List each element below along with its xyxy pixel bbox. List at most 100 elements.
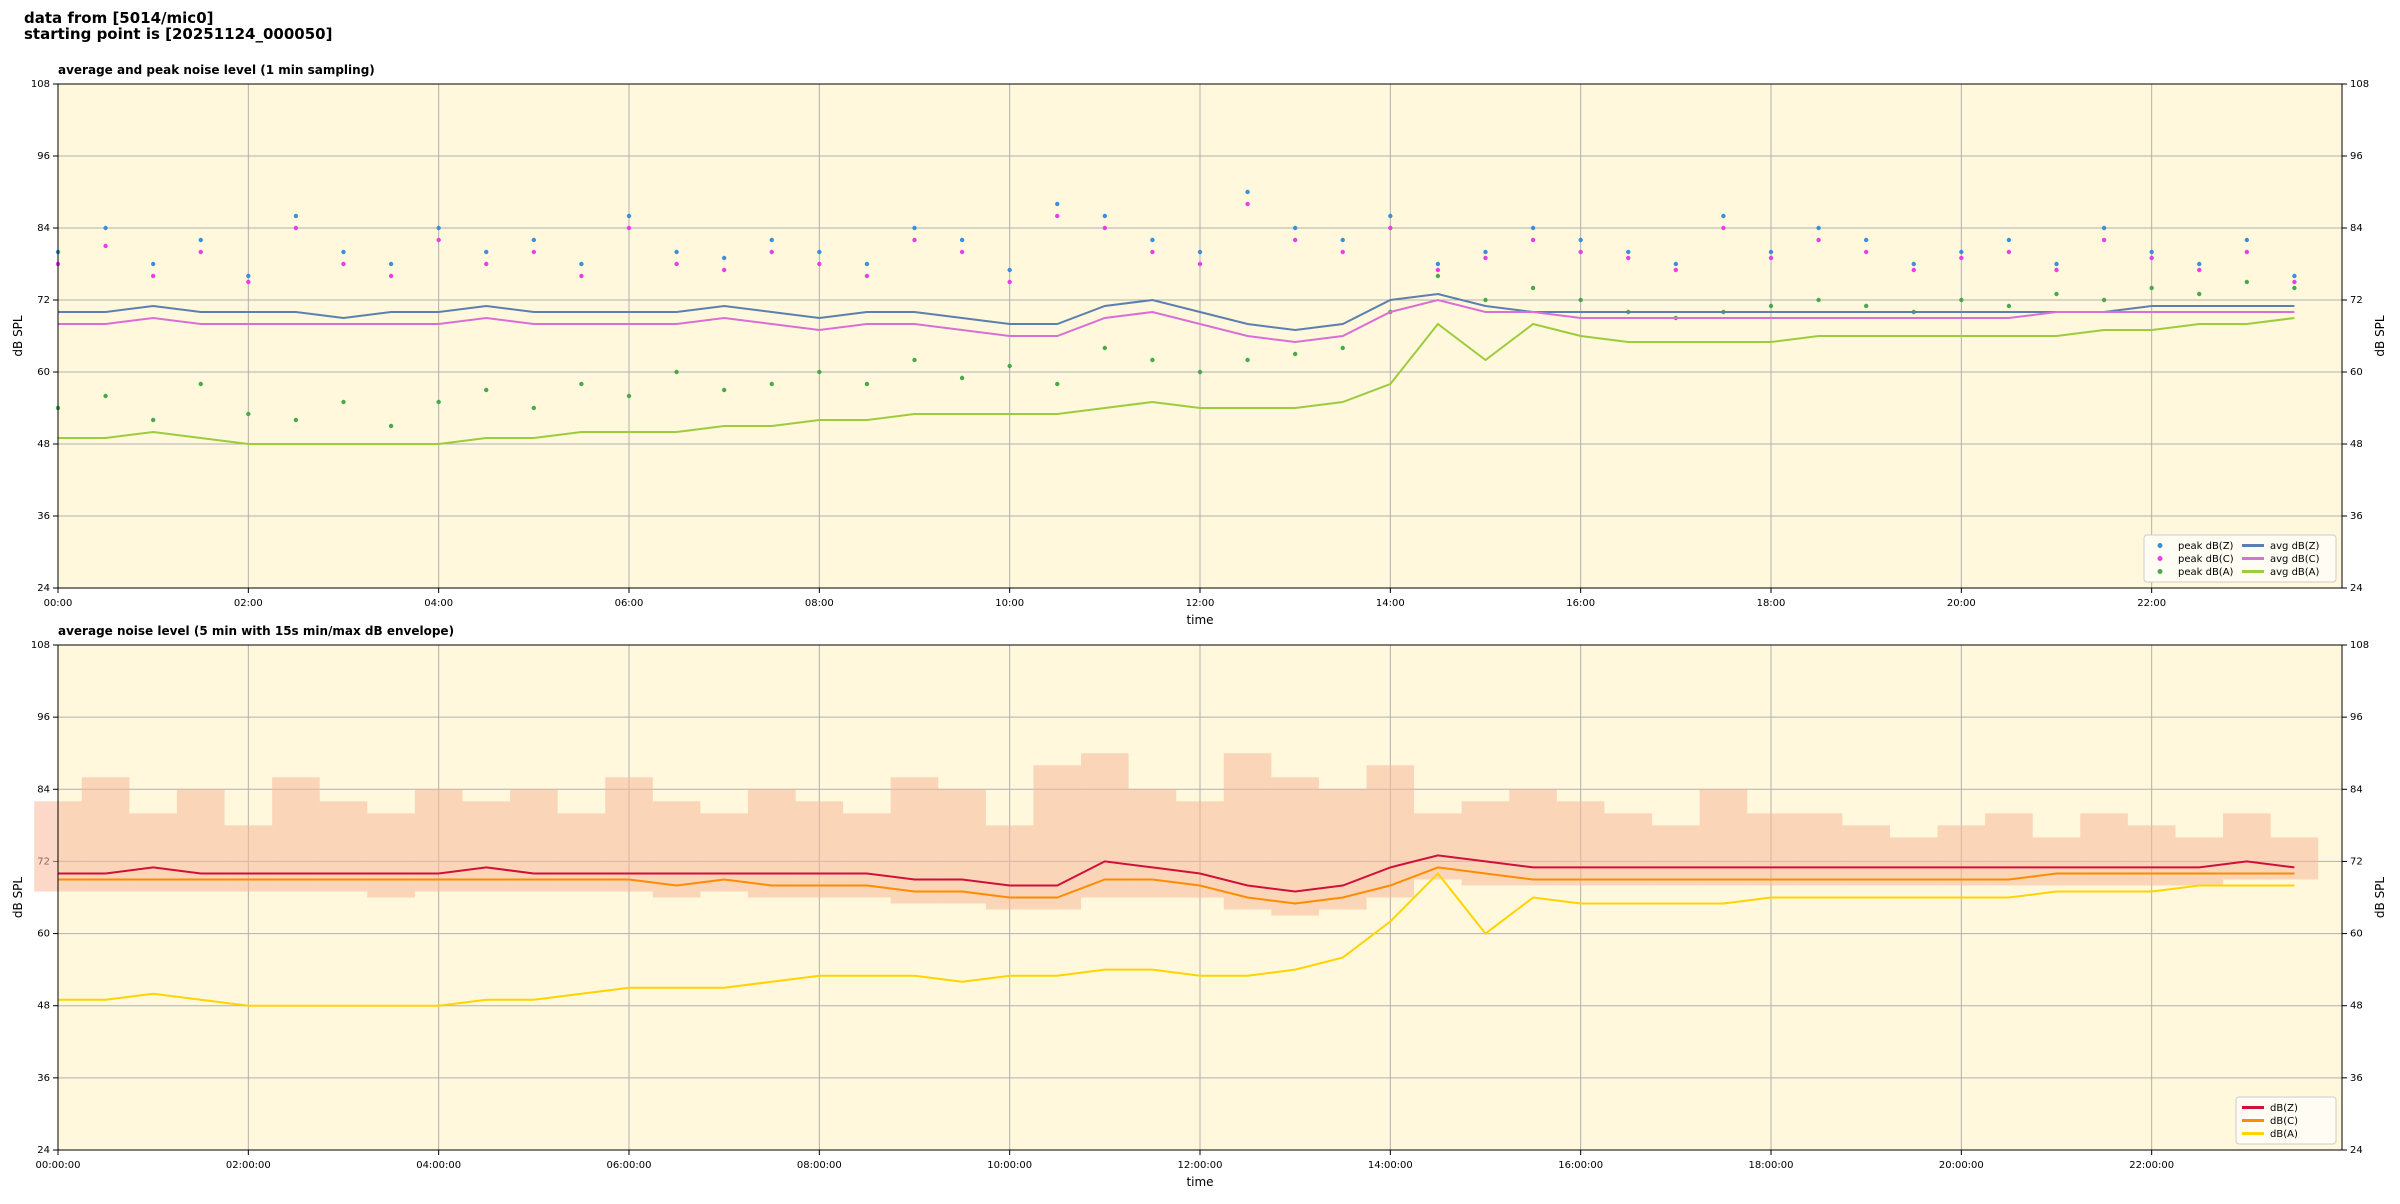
peak-point [1435,273,1441,279]
peak-point [864,261,870,267]
peak-point [1055,201,1060,207]
x-tick-label: 22:00 [2137,598,2166,609]
envelope-band [319,801,368,892]
peak-point [150,417,156,423]
y-tick-label: 24 [2350,1145,2363,1156]
peak-point [2054,291,2059,297]
x-tick-label: 16:00:00 [1558,1160,1603,1171]
peak-point [1626,249,1631,255]
x-axis-label: time [1186,1175,1213,1189]
x-tick-label: 14:00:00 [1368,1160,1413,1171]
envelope-band [1937,825,1986,886]
peak-point [2054,261,2059,267]
chart-title: average noise level (5 min with 15s min/… [58,624,454,638]
peak-point [2292,285,2297,291]
y-tick-label: 84 [37,223,50,234]
envelope-band [1747,813,1795,886]
peak-point [198,381,203,387]
peak-point [1435,267,1441,273]
legend-label: peak dB(Z) [2178,541,2234,552]
y-tick-label: 48 [37,439,50,450]
peak-point [1150,249,1155,255]
x-axis-label: time [1186,613,1213,627]
peak-point [2244,249,2250,255]
peak-point [1292,225,1298,231]
y-tick-label: 36 [37,1073,50,1084]
peak-point [103,393,108,399]
legend-marker [2157,543,2163,548]
x-tick-label: 08:00:00 [797,1160,842,1171]
envelope-band [843,813,891,898]
y-tick-label: 108 [31,79,50,90]
x-tick-label: 04:00:00 [416,1160,461,1171]
y-tick-label: 108 [2350,640,2369,651]
peak-point [1292,237,1298,243]
figure-title: starting point is [20251124_000050] [24,25,332,43]
y-axis-label: dB SPL [2373,315,2387,357]
plot-frame [57,644,2343,1151]
y-tick-label: 84 [2350,223,2363,234]
peak-point [1007,363,1012,369]
y-tick-label: 108 [2350,79,2369,90]
peak-point [817,261,822,267]
series-line [58,317,2295,445]
envelope-band [1652,825,1700,886]
y-axis-label: dB SPL [11,315,25,357]
peak-point [1055,213,1060,219]
peak-point [2101,237,2107,243]
envelope-band [1556,801,1605,886]
peak-point [388,273,394,279]
peak-point [1007,267,1012,273]
peak-point [1863,303,1869,309]
envelope-band [224,825,273,892]
x-tick-label: 06:00 [615,598,644,609]
y-tick-label: 96 [2350,712,2363,723]
peak-point [531,405,537,411]
envelope-band [2032,837,2081,886]
envelope-band [890,777,939,904]
peak-point [817,369,822,375]
peak-point [959,375,965,381]
peak-point [246,273,251,279]
envelope-band [414,789,463,892]
peak-point [388,423,394,429]
peak-point [626,225,632,231]
peak-point [1292,351,1298,357]
peak-point [1483,297,1488,303]
peak-point [1340,237,1345,243]
plot-frame [57,83,2343,589]
peak-point [1721,225,1726,231]
peak-point [1102,225,1108,231]
series-line [58,298,2295,344]
y-axis-label: dB SPL [11,877,25,919]
y-tick-label: 84 [37,784,50,795]
peak-point [341,261,346,267]
y-tick-label: 36 [2350,511,2363,522]
peak-point [1530,285,1536,291]
legend-label: peak dB(C) [2178,554,2234,565]
envelope-band [938,789,986,904]
peak-point [2101,297,2107,303]
x-tick-label: 12:00:00 [1178,1160,1223,1171]
y-tick-label: 60 [37,367,50,378]
peak-point [341,249,346,255]
legend-marker [2157,569,2163,574]
x-tick-label: 16:00 [1566,598,1595,609]
y-tick-label: 60 [37,929,50,940]
peak-point [103,243,108,249]
peak-point [293,225,299,231]
envelope-band [700,813,748,892]
y-tick-label: 48 [2350,439,2363,450]
envelope-band [1604,813,1653,886]
peak-point [579,273,584,279]
peak-point [1245,201,1250,207]
y-tick-label: 36 [2350,1073,2363,1084]
peak-point [1911,267,1916,273]
peak-point [1959,249,1964,255]
peak-point [2006,237,2012,243]
peak-point [531,237,537,243]
peak-point [769,381,774,387]
peak-point [1578,249,1583,255]
x-tick-label: 02:00 [234,598,263,609]
peak-point [2197,291,2202,297]
